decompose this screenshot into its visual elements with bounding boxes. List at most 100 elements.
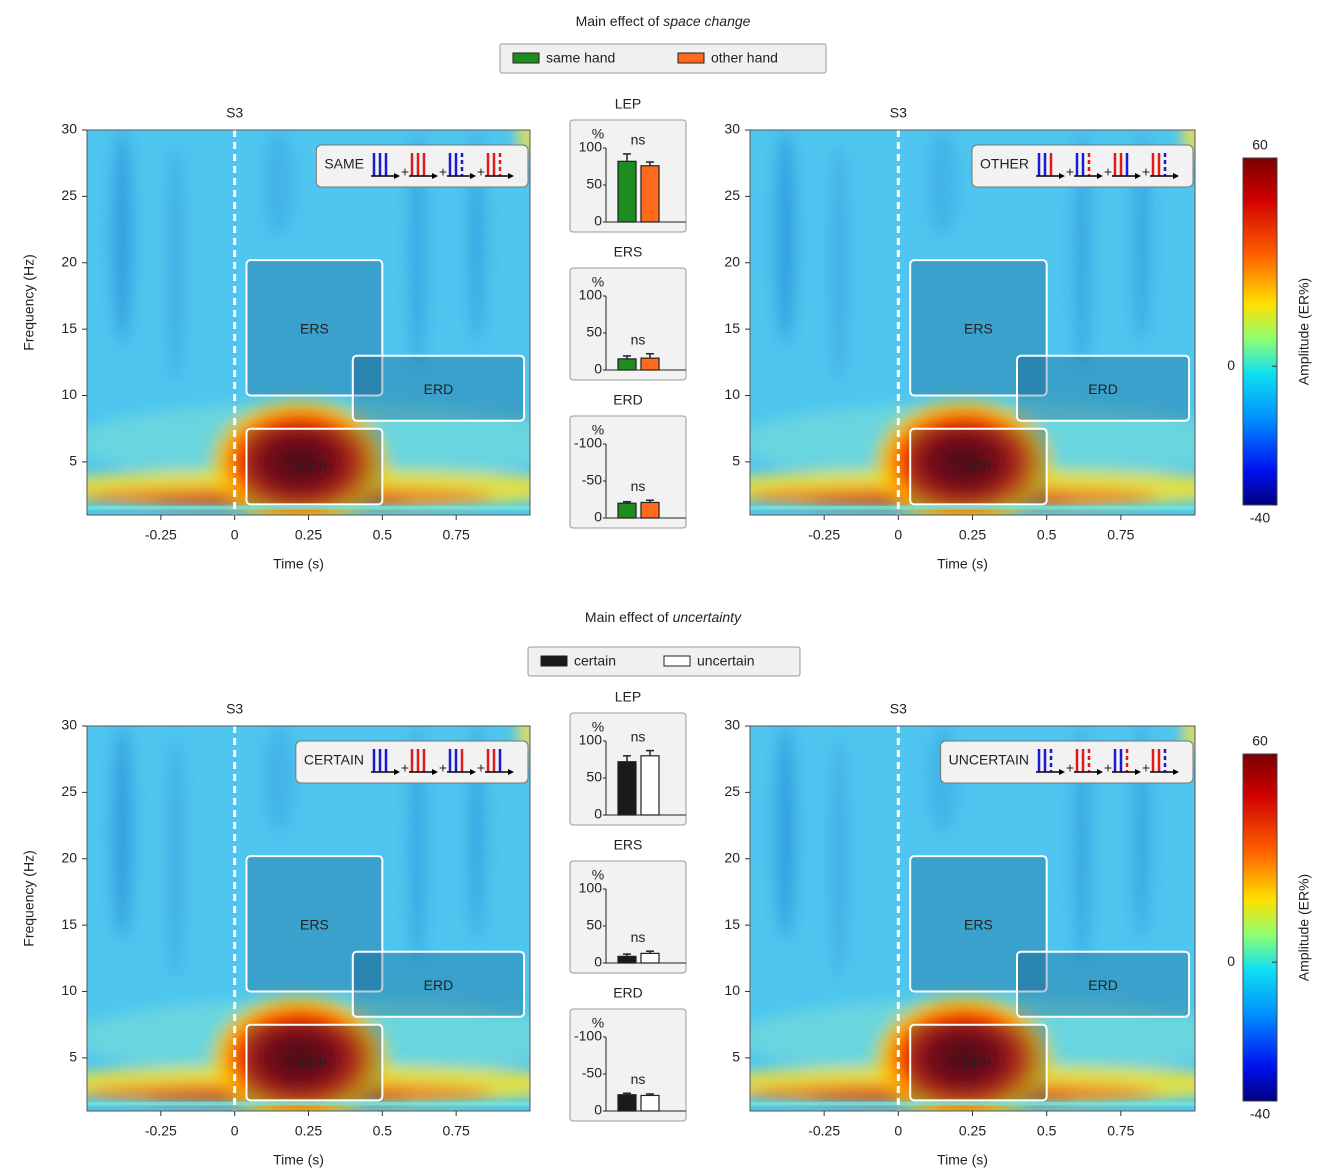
- heatmap-blob: [928, 130, 958, 237]
- heatmap-blob: [408, 726, 427, 965]
- condition-label: CERTAIN: [304, 752, 364, 768]
- y-tick-label: 25: [724, 783, 740, 799]
- region-label: LEP: [965, 1055, 991, 1071]
- y-tick-label: 10: [724, 386, 740, 402]
- region-label: LEP: [965, 459, 991, 475]
- annotation: ns: [631, 132, 646, 148]
- y-tick-label: -50: [582, 472, 602, 488]
- region-box: [245, 259, 384, 397]
- y-tick-label: 100: [579, 287, 603, 303]
- heatmap-blob: [1073, 726, 1092, 965]
- title-text: Main effect of: [585, 609, 673, 625]
- annotation: ns: [631, 728, 646, 744]
- event-label: S3: [226, 105, 243, 121]
- y-tick-label: 0: [594, 509, 602, 525]
- colorbar-tick-label: 0: [1227, 357, 1235, 373]
- region-box: [245, 1023, 384, 1102]
- y-tick-label: 10: [61, 386, 77, 402]
- y-tick-label: 5: [732, 453, 740, 469]
- heatmap-field: [750, 130, 1195, 515]
- region-label: LEP: [301, 459, 327, 475]
- heatmap-blob: [830, 739, 848, 979]
- x-tick-label: 0.25: [959, 1123, 986, 1139]
- y-tick-label: 15: [61, 320, 77, 336]
- bar-chart-title: ERD: [613, 392, 643, 408]
- y-tick-label: 0: [594, 954, 602, 970]
- stimulus-plus: +: [1142, 760, 1150, 776]
- stimulus-plus: +: [1066, 164, 1074, 180]
- bar-chart-title: LEP: [615, 96, 641, 112]
- legend-swatch: [540, 655, 568, 667]
- heatmap-band: [750, 1101, 1195, 1106]
- stimulus-arrow: [1097, 173, 1103, 179]
- event-label: S3: [226, 701, 243, 717]
- colorbar: [1242, 157, 1278, 506]
- y-tick-label: 25: [61, 783, 77, 799]
- bar: [617, 955, 637, 964]
- bar: [617, 160, 637, 223]
- y-tick-label: -100: [574, 1028, 602, 1044]
- stimulus-plus: +: [401, 164, 409, 180]
- y-tick-label: 0: [594, 1102, 602, 1118]
- stimulus-arrow: [432, 769, 438, 775]
- event-label: S3: [890, 105, 907, 121]
- stimulus-plus: +: [477, 164, 485, 180]
- region-box: [909, 259, 1048, 397]
- bar: [640, 501, 660, 519]
- x-axis-label: Time (s): [937, 556, 988, 572]
- legend-swatch: [663, 655, 691, 667]
- stimulus-arrow: [1097, 769, 1103, 775]
- annotation: ns: [631, 331, 646, 347]
- region-box: [1016, 354, 1191, 422]
- stimulus-arrow: [432, 173, 438, 179]
- legend-label: other hand: [711, 50, 778, 66]
- heatmap-blob: [1073, 130, 1092, 369]
- y-axis-label: Frequency (Hz): [21, 254, 37, 350]
- y-tick-label: 0: [594, 806, 602, 822]
- y-tick-label: 10: [724, 982, 740, 998]
- bar-chart-box: [569, 860, 687, 974]
- region-label: ERS: [964, 917, 993, 933]
- region-box: [245, 855, 384, 993]
- y-axis-label: %: [592, 422, 604, 438]
- x-axis-label: Time (s): [937, 1152, 988, 1168]
- x-axis-label: Time (s): [273, 556, 324, 572]
- region-label: ERD: [1088, 977, 1118, 993]
- region-label: ERS: [300, 321, 329, 337]
- stimulus-plus: +: [477, 760, 485, 776]
- stimulus-arrow: [1135, 173, 1141, 179]
- x-tick-label: -0.25: [808, 527, 840, 543]
- heatmap-blob: [112, 726, 133, 939]
- heatmap: [750, 726, 1195, 1111]
- stimulus-plus: +: [1142, 164, 1150, 180]
- heatmap: [750, 130, 1195, 515]
- bar-chart-title: ERD: [613, 985, 643, 1001]
- colorbar-tick-label: 0: [1227, 953, 1235, 969]
- heatmap-band: [87, 505, 530, 510]
- y-tick-label: 50: [586, 324, 602, 340]
- region-label: ERS: [300, 917, 329, 933]
- region-box: [909, 855, 1048, 993]
- x-tick-label: 0.25: [295, 1123, 322, 1139]
- region-label: ERD: [424, 381, 454, 397]
- stimulus-arrow: [394, 173, 400, 179]
- heatmap: [87, 130, 530, 515]
- y-tick-label: -50: [582, 1065, 602, 1081]
- bar-chart-box: [569, 1008, 687, 1122]
- stimulus-arrow: [1135, 769, 1141, 775]
- colorbar-tick-label: -40: [1250, 1106, 1270, 1122]
- region-label: ERD: [424, 977, 454, 993]
- region-box: [909, 427, 1048, 506]
- y-tick-label: 30: [724, 717, 740, 733]
- y-tick-label: 15: [61, 916, 77, 932]
- heatmap-blob: [205, 991, 395, 1111]
- x-tick-label: 0.5: [1037, 527, 1057, 543]
- x-tick-label: -0.25: [145, 527, 177, 543]
- heatmap-blob: [775, 130, 796, 343]
- legend-label: certain: [574, 653, 616, 669]
- heatmap-field: [87, 726, 530, 1111]
- region-box: [1016, 950, 1191, 1018]
- x-tick-label: 0: [894, 1123, 902, 1139]
- bar: [640, 357, 660, 371]
- x-tick-label: 0.25: [295, 527, 322, 543]
